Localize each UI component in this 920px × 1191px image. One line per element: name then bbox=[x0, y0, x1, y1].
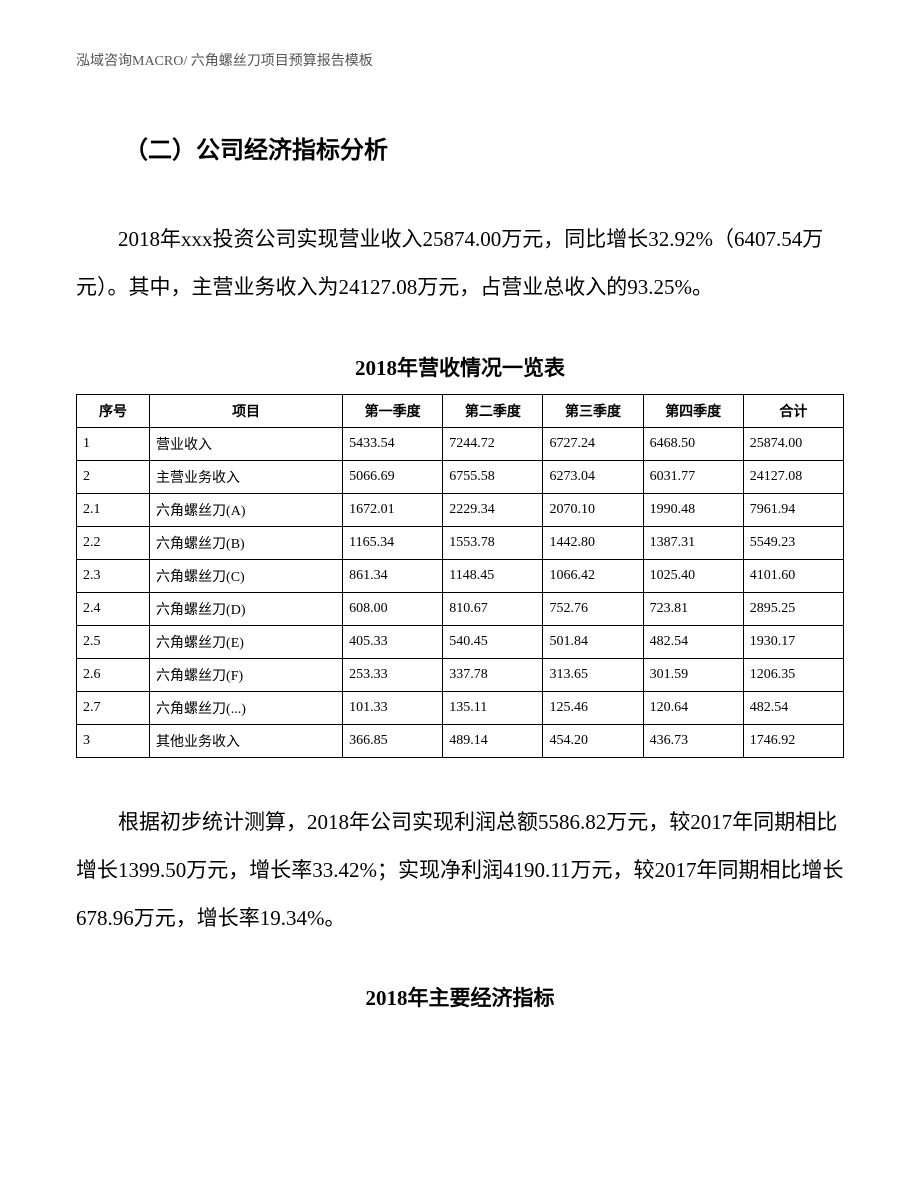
paragraph-1: 2018年xxx投资公司实现营业收入25874.00万元，同比增长32.92%（… bbox=[76, 215, 844, 312]
cell-q2: 1148.45 bbox=[443, 559, 543, 592]
table1-title: 2018年营收情况一览表 bbox=[76, 352, 844, 382]
cell-total: 482.54 bbox=[743, 691, 843, 724]
cell-q1: 861.34 bbox=[343, 559, 443, 592]
cell-seq: 2.4 bbox=[77, 592, 150, 625]
cell-q3: 125.46 bbox=[543, 691, 643, 724]
cell-q1: 405.33 bbox=[343, 625, 443, 658]
cell-total: 1206.35 bbox=[743, 658, 843, 691]
cell-q2: 7244.72 bbox=[443, 427, 543, 460]
cell-total: 1746.92 bbox=[743, 724, 843, 757]
cell-q1: 366.85 bbox=[343, 724, 443, 757]
cell-q3: 6273.04 bbox=[543, 460, 643, 493]
cell-q4: 6468.50 bbox=[643, 427, 743, 460]
cell-q2: 540.45 bbox=[443, 625, 543, 658]
cell-item: 六角螺丝刀(F) bbox=[150, 658, 343, 691]
table-row: 2.3 六角螺丝刀(C) 861.34 1148.45 1066.42 1025… bbox=[77, 559, 844, 592]
cell-q3: 501.84 bbox=[543, 625, 643, 658]
table-row: 2.6 六角螺丝刀(F) 253.33 337.78 313.65 301.59… bbox=[77, 658, 844, 691]
col-header-q1: 第一季度 bbox=[343, 394, 443, 427]
cell-item: 六角螺丝刀(...) bbox=[150, 691, 343, 724]
cell-item: 其他业务收入 bbox=[150, 724, 343, 757]
cell-item: 营业收入 bbox=[150, 427, 343, 460]
page-header: 泓域咨询MACRO/ 六角螺丝刀项目预算报告模板 bbox=[76, 50, 844, 70]
cell-q2: 337.78 bbox=[443, 658, 543, 691]
cell-item: 六角螺丝刀(C) bbox=[150, 559, 343, 592]
cell-q2: 489.14 bbox=[443, 724, 543, 757]
cell-seq: 3 bbox=[77, 724, 150, 757]
table-row: 3 其他业务收入 366.85 489.14 454.20 436.73 174… bbox=[77, 724, 844, 757]
cell-q4: 1025.40 bbox=[643, 559, 743, 592]
cell-q3: 454.20 bbox=[543, 724, 643, 757]
cell-q1: 101.33 bbox=[343, 691, 443, 724]
table-row: 2.2 六角螺丝刀(B) 1165.34 1553.78 1442.80 138… bbox=[77, 526, 844, 559]
table-body: 1 营业收入 5433.54 7244.72 6727.24 6468.50 2… bbox=[77, 427, 844, 757]
table-row: 2.7 六角螺丝刀(...) 101.33 135.11 125.46 120.… bbox=[77, 691, 844, 724]
cell-seq: 2.7 bbox=[77, 691, 150, 724]
cell-q3: 1066.42 bbox=[543, 559, 643, 592]
cell-q1: 608.00 bbox=[343, 592, 443, 625]
cell-total: 5549.23 bbox=[743, 526, 843, 559]
cell-q3: 1442.80 bbox=[543, 526, 643, 559]
cell-q3: 313.65 bbox=[543, 658, 643, 691]
section-title: （二）公司经济指标分析 bbox=[76, 130, 844, 165]
col-header-seq: 序号 bbox=[77, 394, 150, 427]
cell-total: 24127.08 bbox=[743, 460, 843, 493]
cell-seq: 2.2 bbox=[77, 526, 150, 559]
cell-q4: 1387.31 bbox=[643, 526, 743, 559]
cell-seq: 2.6 bbox=[77, 658, 150, 691]
table2-title: 2018年主要经济指标 bbox=[76, 982, 844, 1012]
cell-total: 2895.25 bbox=[743, 592, 843, 625]
cell-q2: 1553.78 bbox=[443, 526, 543, 559]
cell-item: 六角螺丝刀(B) bbox=[150, 526, 343, 559]
cell-q4: 1990.48 bbox=[643, 493, 743, 526]
table-row: 2 主营业务收入 5066.69 6755.58 6273.04 6031.77… bbox=[77, 460, 844, 493]
cell-q4: 301.59 bbox=[643, 658, 743, 691]
col-header-item: 项目 bbox=[150, 394, 343, 427]
cell-seq: 2.1 bbox=[77, 493, 150, 526]
cell-q3: 2070.10 bbox=[543, 493, 643, 526]
col-header-q2: 第二季度 bbox=[443, 394, 543, 427]
cell-q1: 5066.69 bbox=[343, 460, 443, 493]
cell-seq: 2.3 bbox=[77, 559, 150, 592]
cell-total: 1930.17 bbox=[743, 625, 843, 658]
cell-total: 7961.94 bbox=[743, 493, 843, 526]
col-header-q4: 第四季度 bbox=[643, 394, 743, 427]
cell-q2: 2229.34 bbox=[443, 493, 543, 526]
cell-q1: 5433.54 bbox=[343, 427, 443, 460]
cell-item: 六角螺丝刀(A) bbox=[150, 493, 343, 526]
cell-q4: 436.73 bbox=[643, 724, 743, 757]
cell-item: 主营业务收入 bbox=[150, 460, 343, 493]
cell-q2: 135.11 bbox=[443, 691, 543, 724]
cell-q1: 253.33 bbox=[343, 658, 443, 691]
cell-item: 六角螺丝刀(E) bbox=[150, 625, 343, 658]
col-header-total: 合计 bbox=[743, 394, 843, 427]
cell-q3: 752.76 bbox=[543, 592, 643, 625]
table-row: 2.1 六角螺丝刀(A) 1672.01 2229.34 2070.10 199… bbox=[77, 493, 844, 526]
cell-q4: 723.81 bbox=[643, 592, 743, 625]
cell-q2: 6755.58 bbox=[443, 460, 543, 493]
paragraph-2: 根据初步统计测算，2018年公司实现利润总额5586.82万元，较2017年同期… bbox=[76, 798, 844, 943]
cell-seq: 1 bbox=[77, 427, 150, 460]
cell-q2: 810.67 bbox=[443, 592, 543, 625]
revenue-table: 序号 项目 第一季度 第二季度 第三季度 第四季度 合计 1 营业收入 5433… bbox=[76, 394, 844, 758]
cell-q4: 120.64 bbox=[643, 691, 743, 724]
col-header-q3: 第三季度 bbox=[543, 394, 643, 427]
cell-q1: 1165.34 bbox=[343, 526, 443, 559]
cell-seq: 2.5 bbox=[77, 625, 150, 658]
cell-q4: 6031.77 bbox=[643, 460, 743, 493]
table-row: 2.5 六角螺丝刀(E) 405.33 540.45 501.84 482.54… bbox=[77, 625, 844, 658]
cell-q4: 482.54 bbox=[643, 625, 743, 658]
cell-total: 4101.60 bbox=[743, 559, 843, 592]
cell-q3: 6727.24 bbox=[543, 427, 643, 460]
table-header-row: 序号 项目 第一季度 第二季度 第三季度 第四季度 合计 bbox=[77, 394, 844, 427]
cell-total: 25874.00 bbox=[743, 427, 843, 460]
table-row: 2.4 六角螺丝刀(D) 608.00 810.67 752.76 723.81… bbox=[77, 592, 844, 625]
cell-seq: 2 bbox=[77, 460, 150, 493]
cell-q1: 1672.01 bbox=[343, 493, 443, 526]
cell-item: 六角螺丝刀(D) bbox=[150, 592, 343, 625]
table-row: 1 营业收入 5433.54 7244.72 6727.24 6468.50 2… bbox=[77, 427, 844, 460]
